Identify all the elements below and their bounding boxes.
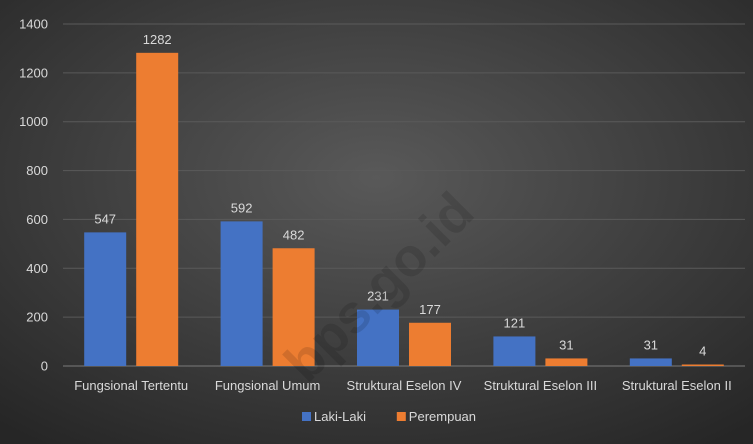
legend: Laki-Laki Perempuan [302,409,476,424]
y-tick-label: 800 [26,163,48,178]
category-label: Fungsional Tertentu [74,378,188,393]
bar-perempuan [409,322,451,366]
data-label: 4 [699,344,706,359]
bar-perempuan [545,358,588,366]
bar-perempuan [681,364,724,366]
bar-laki-laki [357,309,399,366]
bars [84,52,724,366]
bar-perempuan [136,52,179,366]
legend-swatch-laki-laki [302,412,311,421]
bar-laki-laki [629,358,672,366]
bar-laki-laki [493,336,536,366]
category-label: Fungsional Umum [215,378,321,393]
y-tick-label: 600 [26,212,48,227]
bar-laki-laki [84,232,127,366]
data-label: 31 [559,337,573,352]
data-label: 121 [504,315,526,330]
data-label: 482 [283,227,305,242]
y-tick-label: 200 [26,310,48,325]
y-tick-label: 1400 [19,17,48,32]
y-axis-ticks: 0 200 400 600 800 1000 1200 1400 [19,17,48,374]
y-tick-label: 1000 [19,114,48,129]
y-tick-label: 1200 [19,65,48,80]
legend-swatch-perempuan [396,412,406,421]
data-label: 547 [94,211,116,226]
data-label: 177 [419,302,441,317]
category-label: Struktural Eselon III [484,378,597,393]
category-labels: Fungsional Tertentu Fungsional Umum Strukt… [74,378,731,393]
category-label: Struktural Eselon II [622,378,732,393]
bar-perempuan [272,248,315,366]
category-label: Struktural Eselon IV [347,378,462,393]
data-label: 31 [644,337,658,352]
data-label: 1282 [143,32,172,47]
data-label: 231 [367,289,389,304]
data-label: 592 [231,200,253,215]
legend-label: Laki-Laki [314,409,366,424]
y-tick-label: 400 [26,261,48,276]
data-labels: 547 1282 592 482 231 177 121 31 31 4 [94,32,706,359]
bar-laki-laki [220,221,263,366]
legend-label: Perempuan [409,409,476,424]
y-tick-label: 0 [41,359,48,374]
